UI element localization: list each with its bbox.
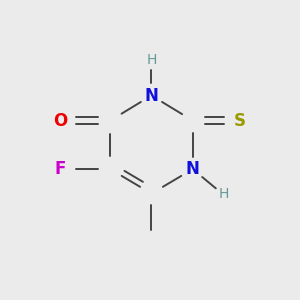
Text: N: N (145, 86, 158, 104)
Text: F: F (55, 160, 66, 178)
Text: N: N (186, 160, 200, 178)
Text: H: H (218, 187, 229, 201)
Text: H: H (146, 53, 157, 67)
Text: S: S (234, 112, 246, 130)
Text: O: O (53, 112, 67, 130)
